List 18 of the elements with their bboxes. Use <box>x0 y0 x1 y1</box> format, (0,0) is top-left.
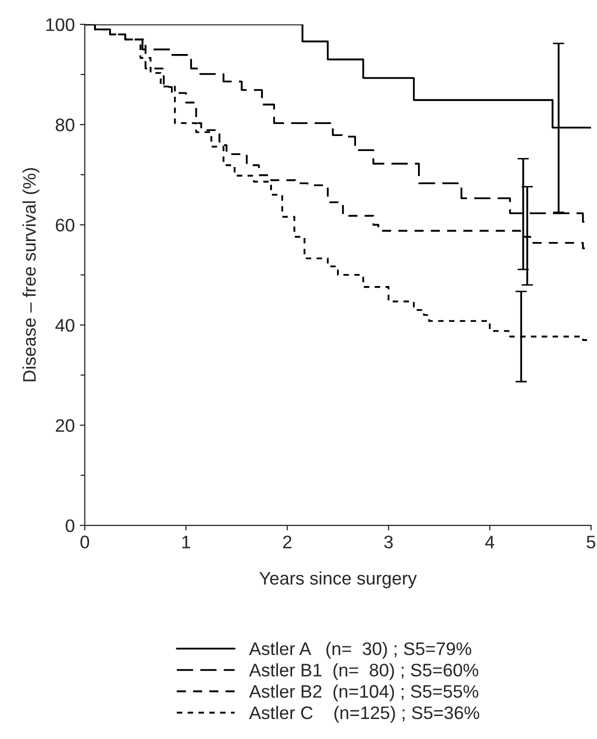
y-tick-label: 0 <box>66 519 74 532</box>
x-tick-label: 0 <box>80 536 90 548</box>
y-tick-label: 80 <box>56 118 74 132</box>
legend-label: Astler A (n= 30) ; S5=79% <box>249 642 472 659</box>
y-tick-label: 20 <box>56 419 74 432</box>
x-tick-label: 4 <box>485 536 494 548</box>
x-axis-title: Years since surgery <box>259 571 417 588</box>
y-axis-title: Disease – free survival (%) <box>22 168 40 382</box>
x-tick-label: 5 <box>586 536 596 548</box>
y-tick-label: 40 <box>55 318 74 332</box>
legend-label: Astler B1 (n= 80) ; S5=60% <box>249 663 478 680</box>
legend-label: Astler B2 (n=104) ; S5=55% <box>249 684 478 702</box>
y-tick-label: 100 <box>46 18 74 32</box>
x-tick-label: 1 <box>182 536 190 548</box>
legend-label: Astler C (n=125) ; S5=36% <box>249 706 480 723</box>
y-tick-label: 60 <box>56 218 74 232</box>
x-tick-label: 2 <box>283 536 292 548</box>
x-tick-label: 3 <box>384 536 393 548</box>
